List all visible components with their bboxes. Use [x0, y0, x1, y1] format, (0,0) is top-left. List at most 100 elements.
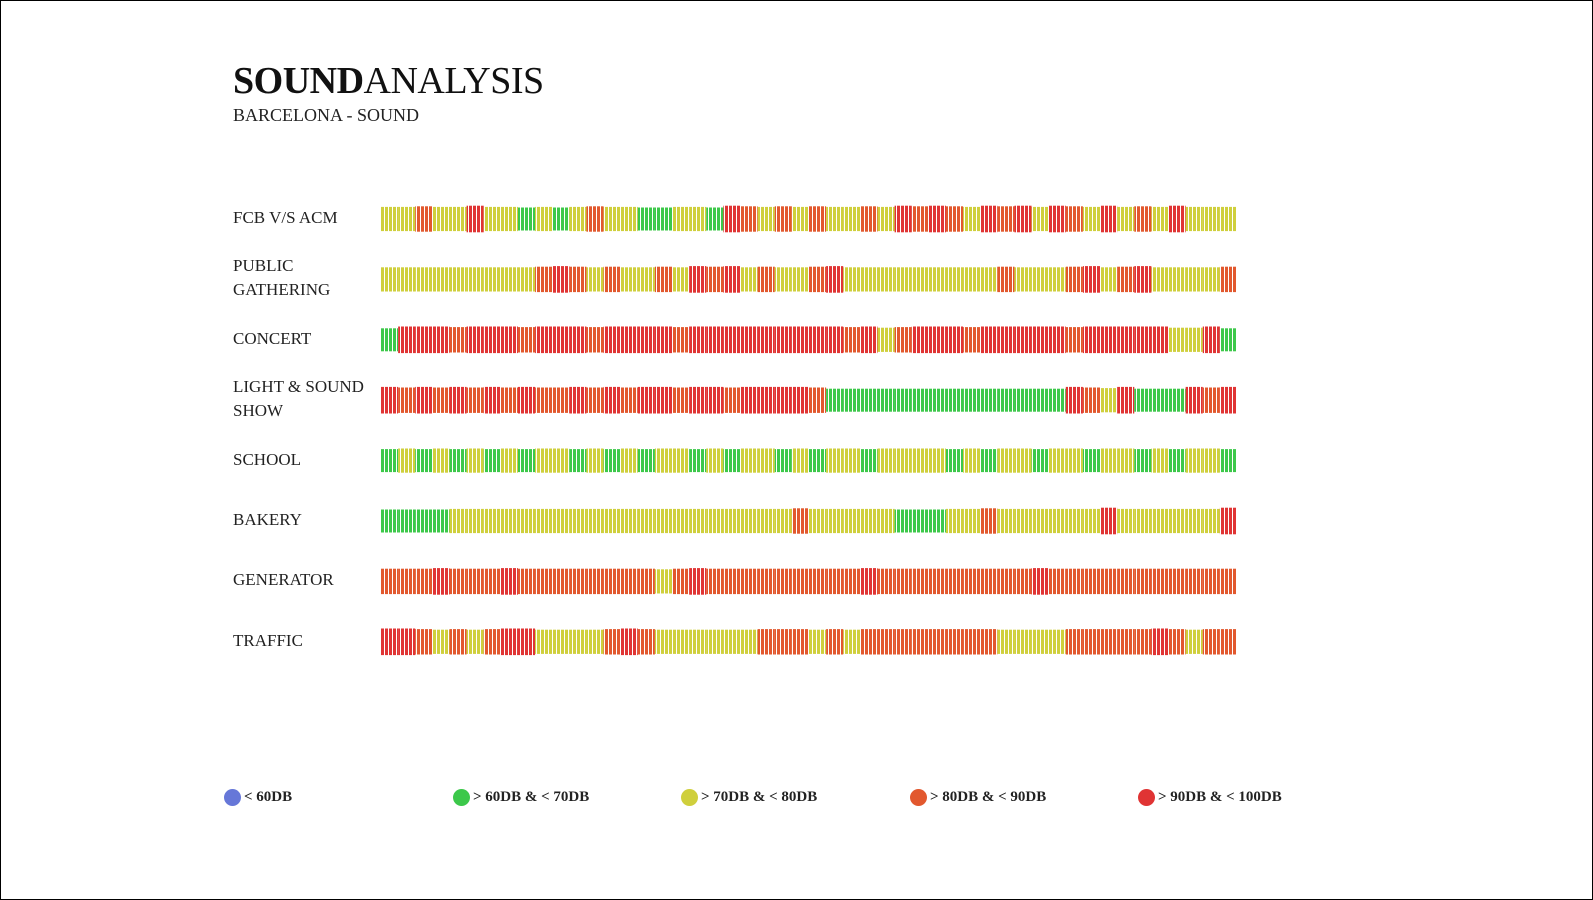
sound-bar [432, 448, 450, 473]
sound-bar [843, 629, 861, 654]
sound-bar [654, 629, 673, 654]
sound-bar [911, 568, 929, 595]
sound-bar [791, 267, 809, 292]
sound-bar [1185, 568, 1203, 595]
sound-bar [569, 206, 587, 232]
sound-bar [415, 568, 433, 595]
sound-bar [911, 388, 929, 412]
sound-bar [1219, 568, 1237, 595]
sound-bar [877, 568, 895, 595]
sound-bar [449, 267, 467, 292]
sound-bar [535, 629, 553, 654]
sound-bar [740, 448, 758, 473]
sound-bar [1014, 267, 1032, 292]
sound-bar [654, 448, 673, 473]
sound-bar [928, 267, 946, 292]
sound-bar [1202, 629, 1220, 655]
sound-bar [517, 508, 536, 534]
legend-dot [1138, 788, 1155, 806]
sound-bar [1048, 388, 1066, 412]
sound-bar [432, 629, 450, 654]
sound-bar [757, 326, 775, 354]
legend-dot [224, 788, 241, 806]
sound-bar [381, 509, 399, 533]
sound-bar [637, 449, 655, 473]
sound-bar [637, 326, 655, 354]
sound-bar [1048, 568, 1066, 595]
sound-bar [483, 326, 501, 354]
sound-bar [483, 508, 501, 534]
sound-bar [740, 326, 758, 354]
sound-bar [1065, 327, 1083, 353]
sound-bar [860, 388, 878, 412]
sound-bar [1048, 326, 1066, 354]
sound-bar [723, 449, 741, 473]
sound-bar [860, 629, 878, 655]
sound-bar [843, 508, 861, 534]
sound-bar [381, 449, 399, 473]
legend-dot [910, 788, 927, 806]
sound-bar [1168, 327, 1186, 352]
sound-bar [1065, 206, 1083, 232]
sound-bar [500, 206, 518, 232]
sound-bar [517, 449, 536, 473]
sound-bar [1117, 266, 1135, 293]
sound-bar [843, 448, 861, 473]
sound-bar [740, 386, 758, 414]
sound-bar [1168, 508, 1186, 534]
sound-bar [963, 508, 981, 534]
sound-bar [398, 509, 416, 533]
sound-bar [466, 387, 484, 413]
sound-bar [860, 568, 878, 595]
sound-bar [1048, 448, 1066, 473]
sound-bar [1117, 508, 1135, 534]
sound-bar [449, 327, 467, 353]
sound-bar [945, 206, 964, 232]
sound-bar [774, 267, 792, 292]
sound-bar [877, 629, 895, 655]
sound-bar [911, 448, 929, 473]
legend-label: > 80DB & < 90DB [930, 788, 1047, 805]
sound-bar [535, 206, 553, 232]
sound-bar [1117, 206, 1135, 232]
sound-bar [654, 326, 673, 354]
sound-bar [980, 388, 998, 412]
sound-bar [689, 206, 707, 232]
sound-bar [449, 508, 467, 534]
sound-bar [740, 206, 758, 232]
sound-bar [620, 267, 638, 292]
sound-bar [860, 449, 878, 473]
sound-bar [1031, 267, 1049, 292]
sound-bar [398, 387, 416, 413]
row-label: BAKERY [233, 510, 302, 529]
sound-bar [1014, 508, 1032, 534]
sound-bar [672, 327, 690, 353]
sound-bar [500, 568, 518, 595]
sound-bar [928, 205, 946, 233]
sound-bar [620, 448, 638, 473]
sound-bar [963, 388, 981, 412]
sound-bar [774, 386, 792, 414]
sound-bar [723, 266, 741, 293]
sound-bar [603, 326, 621, 354]
sound-bar [569, 449, 587, 473]
sound-bar [449, 386, 467, 414]
sound-bar [1168, 629, 1186, 655]
sound-bar [449, 206, 467, 232]
legend-label: > 90DB & < 100DB [1158, 788, 1282, 805]
sound-bar [620, 508, 638, 534]
legend-dot [681, 788, 698, 806]
sound-bar [1014, 568, 1032, 595]
sound-bar [980, 205, 998, 233]
sound-bar [843, 206, 861, 232]
sound-bar [620, 206, 638, 232]
sound-bar [552, 326, 570, 354]
sound-bar [449, 568, 467, 595]
sound-bar [757, 629, 775, 655]
sound-bar [1151, 326, 1169, 354]
sound-bar [723, 629, 741, 654]
sound-bar [483, 386, 501, 414]
sound-bar [706, 207, 724, 231]
sound-bar [500, 448, 518, 473]
